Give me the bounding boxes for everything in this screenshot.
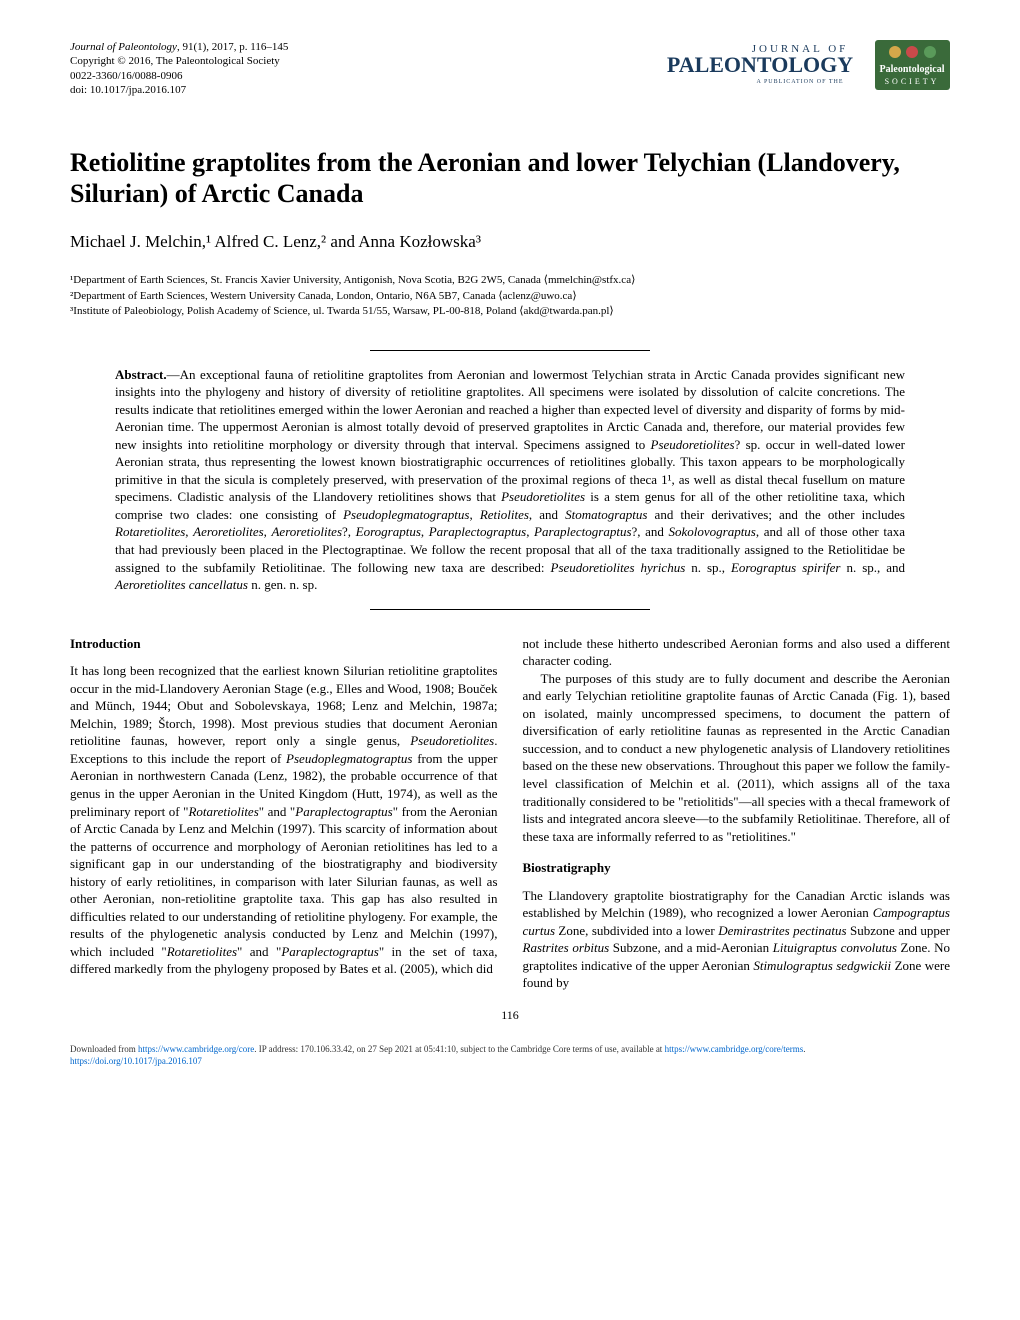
journal-citation: Journal of Paleontology, 91(1), 2017, p.… [70,40,288,54]
svg-text:Paleontological: Paleontological [880,64,945,75]
svg-text:A PUBLICATION OF THE: A PUBLICATION OF THE [756,79,843,85]
download-footer: Downloaded from https://www.cambridge.or… [70,1044,950,1067]
svg-text:PALEONTOLOGY: PALEONTOLOGY [667,52,853,77]
abstract-block: Abstract.—An exceptional fauna of retiol… [70,366,950,594]
authors-line: Michael J. Melchin,¹ Alfred C. Lenz,² an… [70,230,950,254]
journal-info-block: Journal of Paleontology, 91(1), 2017, p.… [70,40,288,97]
divider-bottom [370,609,650,610]
biostrat-paragraph-1: The Llandovery graptolite biostratigraph… [523,887,951,992]
affiliation-1: ¹Department of Earth Sciences, St. Franc… [70,273,950,288]
intro-paragraph-1: It has long been recognized that the ear… [70,662,498,978]
body-columns: Introduction It has long been recognized… [70,635,950,992]
issn-line: 0022-3360/16/0088-0906 [70,69,288,83]
paleontology-logo-icon: JOURNAL OF PALEONTOLOGY A PUBLICATION OF… [650,40,950,90]
footer-line-1: Downloaded from https://www.cambridge.or… [70,1044,950,1056]
footer-line-2: https://doi.org/10.1017/jpa.2016.107 [70,1056,950,1068]
affiliation-2: ²Department of Earth Sciences, Western U… [70,289,950,304]
doi-line: doi: 10.1017/jpa.2016.107 [70,83,288,97]
affiliation-3: ³Institute of Paleobiology, Polish Acade… [70,304,950,319]
abstract-label: Abstract. [115,367,167,382]
cambridge-core-link[interactable]: https://www.cambridge.org/core [138,1044,254,1054]
copyright-line: Copyright © 2016, The Paleontological So… [70,54,288,68]
right-column: not include these hitherto undescribed A… [523,635,951,992]
left-column: Introduction It has long been recognized… [70,635,498,992]
col2-paragraph-2: The purposes of this study are to fully … [523,670,951,845]
affiliations-block: ¹Department of Earth Sciences, St. Franc… [70,273,950,319]
biostratigraphy-heading: Biostratigraphy [523,859,951,877]
doi-footer-link[interactable]: https://doi.org/10.1017/jpa.2016.107 [70,1056,202,1066]
divider-top [370,350,650,351]
cambridge-terms-link[interactable]: https://www.cambridge.org/core/terms [665,1044,804,1054]
journal-logo: JOURNAL OF PALEONTOLOGY A PUBLICATION OF… [650,40,950,95]
svg-text:SOCIETY: SOCIETY [885,77,940,86]
page-number: 116 [70,1007,950,1024]
page-header: Journal of Paleontology, 91(1), 2017, p.… [70,40,950,97]
col2-paragraph-1: not include these hitherto undescribed A… [523,635,951,670]
article-title: Retiolitine graptolites from the Aeronia… [70,147,950,209]
introduction-heading: Introduction [70,635,498,653]
